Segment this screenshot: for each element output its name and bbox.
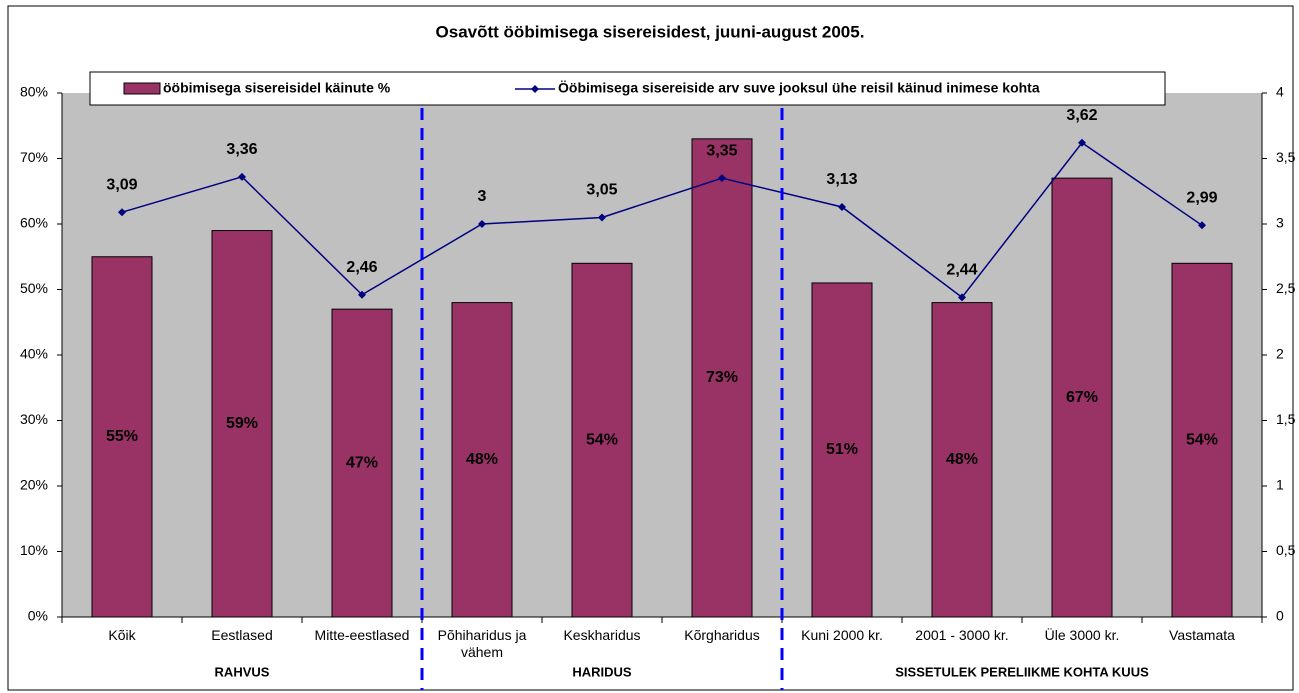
bar bbox=[91, 256, 153, 618]
line-label: 3,05 bbox=[586, 182, 617, 199]
bar-label: 51% bbox=[826, 441, 858, 458]
bar-label: 48% bbox=[946, 451, 978, 468]
bar-label: 48% bbox=[466, 451, 498, 468]
y2-tick-label: 0 bbox=[1276, 608, 1284, 624]
chart-title: Osavõtt ööbimisega sisereisidest, juuni-… bbox=[436, 22, 865, 41]
bar-label: 67% bbox=[1066, 389, 1098, 406]
bar bbox=[811, 282, 873, 618]
bar-label: 47% bbox=[346, 454, 378, 471]
bar-label: 73% bbox=[706, 369, 738, 386]
line-label: 3,13 bbox=[826, 171, 857, 188]
y-tick-label: 60% bbox=[20, 215, 48, 231]
x-tick-label: Keskharidus bbox=[563, 627, 641, 643]
y-tick-label: 70% bbox=[20, 149, 48, 165]
legend-label: ööbimisega sisereisidel käinute % bbox=[163, 80, 391, 96]
line-label: 3,35 bbox=[706, 142, 737, 159]
group-label: SISSETULEK PERELIIKME KOHTA KUUS bbox=[895, 664, 1149, 679]
bar bbox=[691, 138, 753, 618]
line-marker bbox=[1198, 221, 1206, 230]
y2-tick-label: 1 bbox=[1276, 477, 1284, 493]
y2-tick-label: 3 bbox=[1276, 215, 1284, 231]
line-label: 2,46 bbox=[346, 259, 377, 276]
x-tick-label: Üle 3000 kr. bbox=[1044, 627, 1120, 643]
x-tick-label: 2001 - 3000 kr. bbox=[915, 627, 1009, 643]
bar bbox=[1171, 262, 1233, 618]
line-marker bbox=[598, 213, 606, 222]
legend-marker bbox=[531, 85, 539, 93]
legend: ööbimisega sisereisidel käinute % Ööbimis… bbox=[89, 71, 1166, 106]
bar bbox=[451, 302, 513, 618]
y2-tick-label: 3,5 bbox=[1276, 149, 1296, 165]
x-tick-label: Põhiharidus ja vähem bbox=[437, 627, 527, 660]
bar bbox=[1051, 177, 1113, 618]
y2-tick-label: 1,5 bbox=[1276, 411, 1296, 427]
line-marker bbox=[958, 293, 966, 302]
group-label: RAHVUS bbox=[215, 664, 270, 679]
x-tick-label: Eestlased bbox=[211, 627, 273, 643]
x-tick-label: Kõrgharidus bbox=[684, 627, 760, 643]
y-tick-label: 80% bbox=[20, 84, 48, 100]
y2-tick-label: 0,5 bbox=[1276, 542, 1296, 558]
y2-tick-label: 2 bbox=[1276, 346, 1284, 362]
line-label: 3,62 bbox=[1066, 107, 1097, 124]
line-marker bbox=[1078, 138, 1086, 147]
legend-box bbox=[89, 71, 1166, 106]
line-marker bbox=[118, 208, 126, 217]
y-tick-label: 0% bbox=[28, 608, 48, 624]
legend-label: Ööbimisega sisereiside arv suve jooksul … bbox=[558, 80, 1040, 96]
y2-tick-label: 2,5 bbox=[1276, 280, 1296, 296]
y-tick-label: 50% bbox=[20, 280, 48, 296]
bar bbox=[571, 262, 633, 618]
bar-label: 55% bbox=[106, 428, 138, 445]
x-tick-label: Vastamata bbox=[1169, 627, 1235, 643]
bar bbox=[331, 308, 393, 618]
y-tick-label: 30% bbox=[20, 411, 48, 427]
x-tick-label: Kõik bbox=[108, 627, 136, 643]
legend-swatch bbox=[123, 82, 161, 95]
line-marker bbox=[478, 220, 486, 228]
y-tick-label: 40% bbox=[20, 346, 48, 362]
line-marker bbox=[838, 202, 846, 211]
line-marker bbox=[358, 290, 366, 299]
line-label: 3,09 bbox=[106, 176, 137, 193]
bar bbox=[931, 302, 993, 618]
line-label: 2,44 bbox=[946, 262, 977, 279]
bar-label: 59% bbox=[226, 415, 258, 432]
bar bbox=[211, 230, 273, 618]
y-tick-label: 10% bbox=[20, 542, 48, 558]
x-tick-label: Kuni 2000 kr. bbox=[801, 627, 883, 643]
y2-tick-label: 4 bbox=[1276, 84, 1284, 100]
bar-label: 54% bbox=[1186, 431, 1218, 448]
x-tick-label: Mitte-eestlased bbox=[314, 627, 410, 643]
line-label: 2,99 bbox=[1186, 190, 1217, 207]
line-marker bbox=[718, 174, 726, 183]
line-label: 3,36 bbox=[226, 141, 257, 158]
line bbox=[121, 141, 1203, 299]
y-tick-label: 20% bbox=[20, 477, 48, 493]
group-label: HARIDUS bbox=[572, 664, 632, 679]
bar-label: 54% bbox=[586, 431, 618, 448]
line-label: 3 bbox=[478, 188, 487, 205]
line-marker bbox=[238, 172, 246, 181]
